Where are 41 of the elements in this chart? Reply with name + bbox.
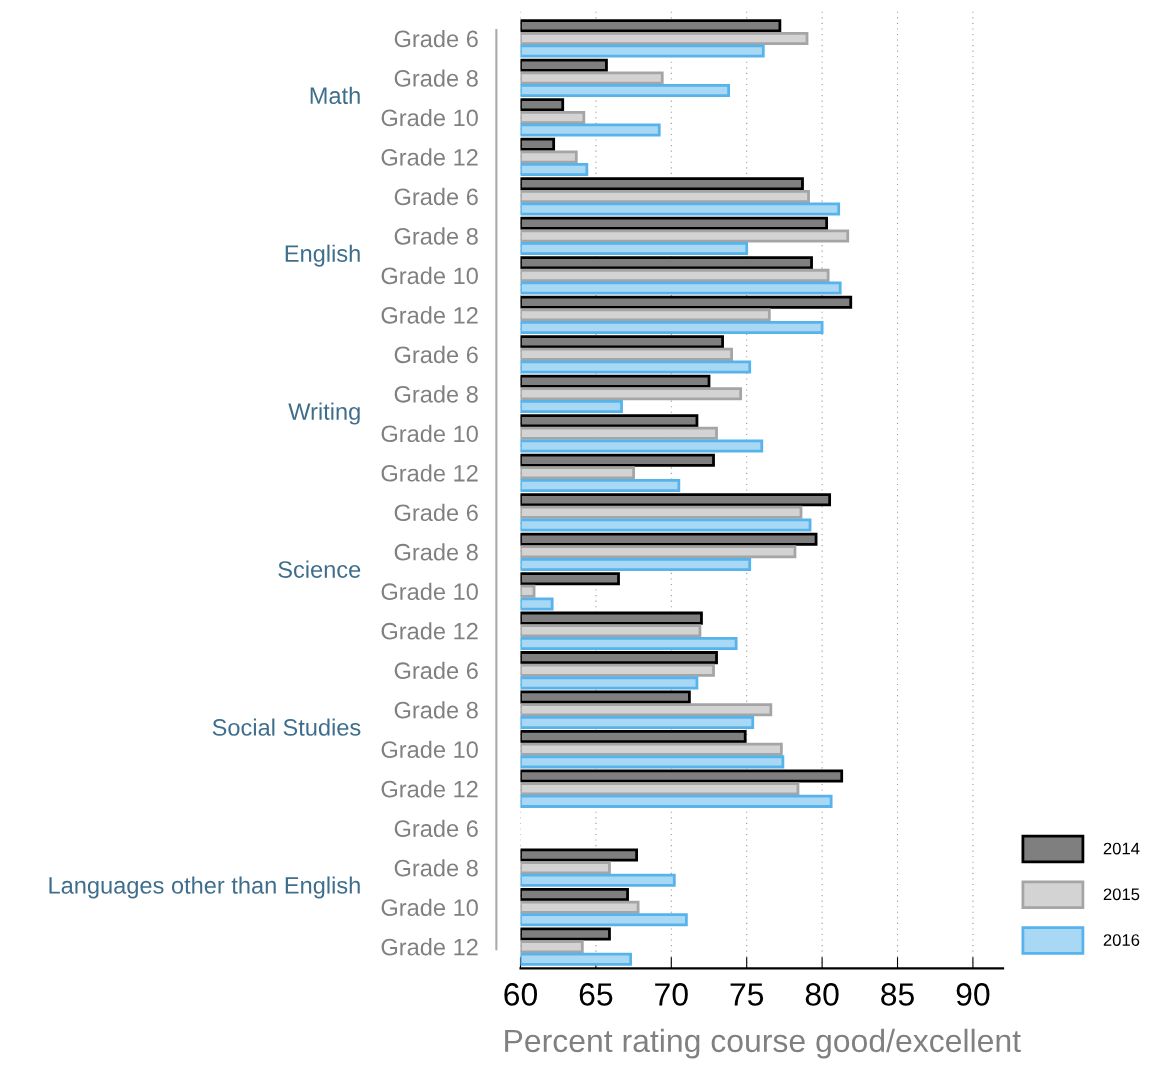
x-tick-label: 85 xyxy=(881,983,914,1006)
y-tick-label: Grade 8 xyxy=(394,701,478,719)
x-tick-label: 75 xyxy=(730,983,764,1006)
x-tick-label: 90 xyxy=(956,983,990,1006)
y-tick-label: Grade 6 xyxy=(394,819,478,837)
x-tick-label: 70 xyxy=(655,983,688,1006)
y-tick-label: Grade 10 xyxy=(381,266,478,285)
y-tick-label: Grade 8 xyxy=(394,69,478,87)
y-tick-label: Grade 8 xyxy=(394,859,478,877)
text: English xyxy=(285,244,360,267)
y-tick-label: Grade 12 xyxy=(381,622,478,640)
legend-label: 2016 xyxy=(1103,934,1140,946)
y-tick-label: Grade 8 xyxy=(394,543,478,561)
y-tick-label: Grade 8 xyxy=(394,227,478,245)
y-tick-label: Grade 6 xyxy=(394,503,478,522)
y-tick-label: Grade 6 xyxy=(394,29,478,48)
text: Languages other than English xyxy=(49,876,360,899)
text: Math xyxy=(310,86,360,105)
legend-label: 2014 xyxy=(1103,842,1140,855)
x-axis-title: Percent rating course good/excellent xyxy=(505,1028,1021,1059)
text: Writing xyxy=(288,402,360,425)
x-tick-label: 60 xyxy=(504,983,538,1006)
text: Science xyxy=(278,560,361,578)
y-tick-label: Grade 8 xyxy=(394,385,478,403)
x-tick-label: 80 xyxy=(805,983,839,1006)
y-tick-label: Grade 10 xyxy=(381,108,478,127)
y-tick-label: Grade 12 xyxy=(381,306,478,324)
y-tick-label: Grade 12 xyxy=(381,780,478,798)
y-tick-label: Grade 10 xyxy=(381,740,478,759)
y-tick-label: Grade 10 xyxy=(381,898,478,916)
text: Social Studies xyxy=(212,718,361,736)
y-tick-label: Grade 6 xyxy=(394,661,478,680)
y-tick-label: Grade 10 xyxy=(381,424,478,443)
y-tick-label: Grade 10 xyxy=(381,582,478,601)
y-tick-label: Grade 12 xyxy=(381,938,478,956)
y-tick-label: Grade 6 xyxy=(394,187,478,206)
x-tick-label: 65 xyxy=(579,983,613,1006)
y-tick-label: Grade 6 xyxy=(394,345,478,364)
y-tick-label: Grade 12 xyxy=(381,464,478,482)
legend-label: 2015 xyxy=(1103,888,1140,901)
y-tick-label: Grade 12 xyxy=(381,148,478,166)
